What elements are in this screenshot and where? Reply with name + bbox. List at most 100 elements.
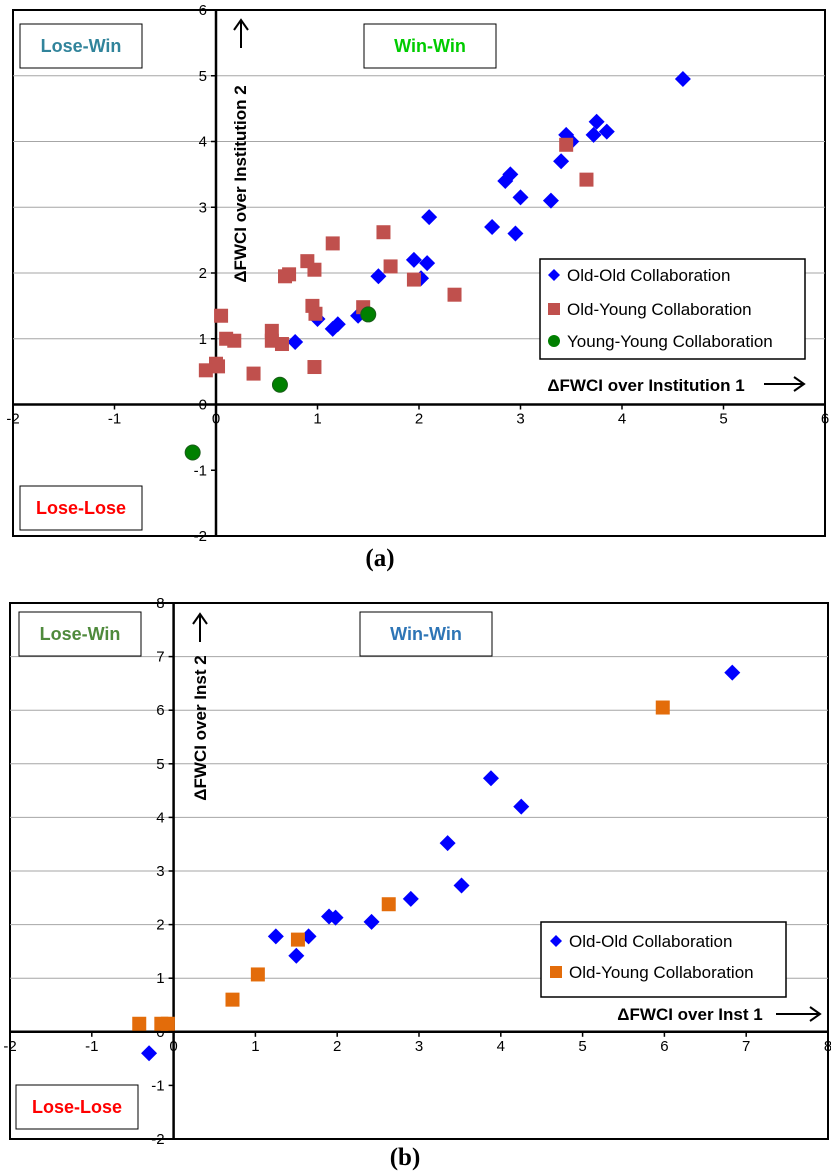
y-tick-label: -2 bbox=[194, 528, 207, 545]
y-tick-label: -1 bbox=[194, 462, 207, 479]
data-point-diamond bbox=[402, 890, 419, 907]
data-point-square bbox=[274, 337, 289, 352]
chart-a-legend-marker-old-old bbox=[548, 269, 560, 281]
y-tick-label: 4 bbox=[199, 134, 207, 151]
y-tick-label: 4 bbox=[156, 809, 164, 826]
data-point-diamond bbox=[585, 126, 602, 143]
chart-b-legend: Old-Old Collaboration Old-Young Collabor… bbox=[540, 921, 787, 998]
y-tick-label: 6 bbox=[199, 2, 207, 19]
data-point-diamond bbox=[324, 320, 341, 337]
data-point-diamond bbox=[724, 664, 741, 681]
chart-a-lose-lose-label: Lose-Lose bbox=[36, 498, 126, 518]
data-point-square bbox=[132, 1016, 147, 1031]
data-point-diamond bbox=[439, 835, 456, 852]
data-point-square bbox=[211, 359, 226, 374]
y-tick-label: 0 bbox=[199, 397, 207, 414]
chart-a-lose-win-label: Lose-Win bbox=[41, 36, 122, 56]
x-tick-label: 4 bbox=[618, 411, 626, 428]
data-point-diamond bbox=[453, 877, 470, 894]
data-point-square bbox=[308, 306, 323, 321]
x-tick-label: -1 bbox=[108, 411, 121, 428]
data-point-square bbox=[227, 333, 242, 348]
chart-a-quadrant-lose-win: Lose-Win bbox=[19, 23, 143, 69]
chart-b-legend-marker-old-young bbox=[550, 966, 562, 978]
chart-a-legend-young-young: Young-Young Collaboration bbox=[567, 332, 773, 351]
y-tick-label: -1 bbox=[151, 1077, 164, 1094]
x-tick-label: 3 bbox=[516, 411, 524, 428]
y-tick-label: 8 bbox=[156, 595, 164, 612]
data-point-square bbox=[214, 308, 229, 323]
x-tick-label: 3 bbox=[415, 1038, 423, 1055]
data-point-diamond bbox=[482, 770, 499, 787]
data-point-diamond bbox=[497, 172, 514, 189]
data-point-diamond bbox=[507, 225, 524, 242]
data-point-diamond bbox=[405, 251, 422, 268]
y-tick-label: 5 bbox=[156, 756, 164, 773]
y-tick-label: 2 bbox=[156, 917, 164, 934]
chart-b-lose-lose-label: Lose-Lose bbox=[32, 1097, 122, 1117]
data-point-diamond bbox=[513, 798, 530, 815]
x-tick-label: 2 bbox=[333, 1038, 341, 1055]
x-tick-label: -2 bbox=[6, 411, 19, 428]
x-tick-label: 7 bbox=[742, 1038, 750, 1055]
y-tick-label: 7 bbox=[156, 649, 164, 666]
data-point-square bbox=[278, 269, 293, 284]
chart-a-quadrant-lose-lose: Lose-Lose bbox=[19, 485, 143, 531]
data-point-square bbox=[290, 932, 305, 947]
chart-a-caption: (a) bbox=[365, 545, 394, 572]
data-point-square bbox=[225, 992, 240, 1007]
data-point-diamond bbox=[141, 1045, 158, 1062]
data-point-circle bbox=[271, 376, 288, 393]
data-point-square bbox=[307, 360, 322, 375]
y-tick-label: 1 bbox=[156, 970, 164, 987]
chart-a-legend-old-young: Old-Young Collaboration bbox=[567, 300, 752, 319]
data-point-diamond bbox=[598, 123, 615, 140]
chart-a-points bbox=[184, 71, 691, 461]
data-point-diamond bbox=[553, 153, 570, 170]
chart-a-legend-marker-old-young bbox=[548, 303, 560, 315]
y-tick-label: 0 bbox=[156, 1024, 164, 1041]
data-point-diamond bbox=[267, 928, 284, 945]
y-tick-label: 5 bbox=[199, 68, 207, 85]
chart-b-ylabel: ΔFWCI over Inst 2 bbox=[191, 655, 210, 800]
data-point-square bbox=[376, 225, 391, 240]
x-tick-label: 8 bbox=[824, 1038, 831, 1055]
data-point-square bbox=[250, 967, 265, 982]
x-tick-label: -2 bbox=[3, 1038, 16, 1055]
x-tick-label: -1 bbox=[85, 1038, 98, 1055]
x-tick-label: 6 bbox=[821, 411, 829, 428]
chart-b-tick-labels: -2 -1 0 1 2 3 4 5 6 7 8 -2 -1 0 1 2 3 4 5 6 7 8 bbox=[3, 595, 831, 1148]
chart-a-quadrant-win-win: Win-Win bbox=[363, 23, 497, 69]
y-tick-label: 1 bbox=[199, 331, 207, 348]
data-point-diamond bbox=[419, 255, 436, 272]
chart-b-quadrant-win-win: Win-Win bbox=[359, 611, 493, 657]
x-tick-label: 4 bbox=[497, 1038, 505, 1055]
data-point-diamond bbox=[542, 192, 559, 209]
x-tick-label: 5 bbox=[578, 1038, 586, 1055]
chart-b-xlabel: ΔFWCI over Inst 1 bbox=[617, 1005, 762, 1024]
chart-a-axes bbox=[12, 9, 826, 537]
data-point-circle bbox=[360, 306, 377, 323]
data-point-square bbox=[447, 287, 462, 302]
chart-b-lose-win-label: Lose-Win bbox=[40, 624, 121, 644]
data-point-diamond bbox=[363, 913, 380, 930]
chart-b-legend-old-young: Old-Young Collaboration bbox=[569, 963, 754, 982]
data-point-diamond bbox=[588, 113, 605, 130]
chart-b-y-arrow bbox=[192, 612, 208, 642]
chart-b-x-arrow bbox=[776, 1006, 822, 1022]
data-point-square bbox=[198, 363, 213, 378]
data-point-circle bbox=[184, 444, 201, 461]
chart-b-legend-old-old: Old-Old Collaboration bbox=[569, 932, 732, 951]
chart-b-legend-marker-old-old bbox=[550, 935, 562, 947]
y-tick-label: -2 bbox=[151, 1131, 164, 1148]
chart-b-win-win-label: Win-Win bbox=[390, 624, 462, 644]
chart-a-ylabel: ΔFWCI over Institution 2 bbox=[231, 85, 250, 282]
data-point-diamond bbox=[421, 209, 438, 226]
x-tick-label: 0 bbox=[212, 411, 220, 428]
data-point-diamond bbox=[674, 71, 691, 88]
chart-b-quadrant-lose-lose: Lose-Lose bbox=[15, 1084, 139, 1130]
chart-b-quadrant-lose-win: Lose-Win bbox=[18, 611, 142, 657]
data-point-diamond bbox=[287, 334, 304, 351]
